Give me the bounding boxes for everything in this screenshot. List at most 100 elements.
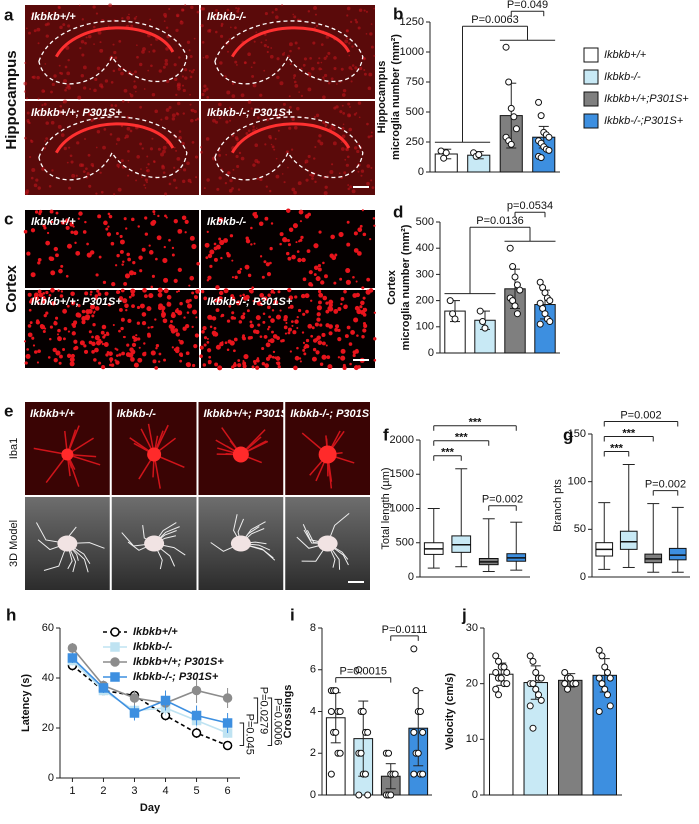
microglia-dot (352, 275, 355, 279)
stain-speck (66, 161, 69, 164)
series-line (71, 659, 228, 734)
data-point (364, 728, 372, 736)
microglia-dot (62, 308, 68, 314)
stain-speck (330, 77, 334, 81)
microglia-dot (50, 287, 55, 293)
stain-speck (30, 176, 34, 180)
image-label: Ikbkb+/+ (30, 408, 75, 420)
microglia-dot (306, 249, 311, 253)
data-point (563, 685, 571, 693)
stain-speck (308, 75, 311, 77)
microglia-dot (207, 275, 212, 280)
stain-speck (363, 72, 367, 76)
microglia-dot (291, 254, 296, 260)
microglia-dot (316, 317, 321, 322)
stain-speck (165, 26, 169, 29)
stain-speck (347, 184, 350, 186)
stain-speck (135, 90, 137, 93)
stain-speck (130, 94, 134, 98)
microglia-dot (108, 351, 113, 356)
microglia-dot (297, 257, 302, 263)
stain-speck (212, 118, 216, 123)
stain-speck (265, 118, 270, 122)
stain-speck (341, 126, 345, 131)
stain-speck (307, 71, 310, 74)
stain-speck (151, 137, 154, 140)
microglia-dot (55, 253, 59, 258)
data-point (355, 791, 363, 799)
stain-speck (53, 74, 57, 78)
microglia-dot (213, 257, 218, 262)
microglia-dot (263, 296, 268, 301)
stain-speck (344, 39, 349, 44)
stain-speck (151, 93, 156, 97)
microglia-dot (274, 356, 277, 360)
microglia-dot (137, 225, 140, 228)
microglia-dot (286, 208, 291, 213)
x-tick-label: 3 (131, 785, 137, 797)
microglia-dot (288, 295, 294, 300)
stain-speck (112, 43, 115, 46)
y-tick-label: 400 (416, 242, 434, 254)
stain-speck (100, 190, 104, 194)
microglia-dot (298, 209, 304, 215)
microglia-dot (339, 277, 343, 281)
stain-speck (80, 73, 85, 78)
microglia-dot (42, 292, 46, 295)
stain-speck (100, 85, 104, 89)
microglia-dot (255, 365, 260, 370)
microglia-dot (30, 272, 36, 278)
microglia-dot (359, 224, 363, 228)
microglia-dot (340, 348, 346, 354)
stain-speck (192, 68, 195, 72)
microglia-dot (179, 301, 183, 306)
microglia-dot (175, 346, 180, 351)
microglia-dot (300, 235, 304, 240)
microglia-dot (292, 223, 298, 229)
stain-speck (173, 166, 176, 169)
microglia-dot (307, 323, 313, 329)
image-label: Ikbkb+/+; P301S+ (31, 107, 122, 119)
stain-speck (368, 72, 373, 77)
stain-speck (186, 40, 191, 44)
stain-speck (276, 57, 280, 61)
microglia-dot (157, 292, 163, 298)
stain-speck (251, 74, 255, 78)
microglia-dot (181, 215, 187, 220)
stain-speck (67, 58, 70, 62)
stain-speck (276, 75, 280, 80)
cell-body (232, 446, 249, 463)
stain-speck (93, 88, 97, 93)
y-tick-label: 20 (466, 678, 478, 690)
microglia-dot (158, 352, 162, 356)
microglia-dot (313, 243, 319, 249)
stain-speck (37, 42, 40, 45)
microglia-dot (366, 277, 371, 282)
stain-speck (58, 109, 63, 114)
y-tick-label: 0 (428, 347, 434, 359)
microglia-dot (206, 230, 209, 234)
stain-speck (304, 162, 307, 164)
microglia-dot (305, 309, 309, 314)
stain-speck (255, 31, 258, 34)
microglia-dot (252, 359, 257, 364)
microglia-dot (304, 293, 310, 299)
stain-speck (152, 49, 156, 53)
stain-speck (312, 41, 316, 45)
stain-speck (82, 65, 87, 70)
series-marker (129, 708, 140, 718)
y-tick-label: 0 (48, 772, 54, 784)
stain-speck (333, 66, 337, 71)
stain-speck (160, 152, 165, 157)
microglia-dot (151, 274, 155, 278)
stain-speck (318, 67, 322, 71)
stain-speck (271, 145, 275, 149)
stain-speck (30, 139, 34, 143)
image-label: Ikbkb+/+ (31, 216, 76, 228)
stain-speck (184, 76, 188, 80)
microglia-dot (38, 212, 42, 216)
stain-speck (288, 126, 292, 130)
region-outline (38, 20, 188, 85)
microglia-dot (179, 359, 183, 363)
microglia-dot (237, 359, 241, 362)
